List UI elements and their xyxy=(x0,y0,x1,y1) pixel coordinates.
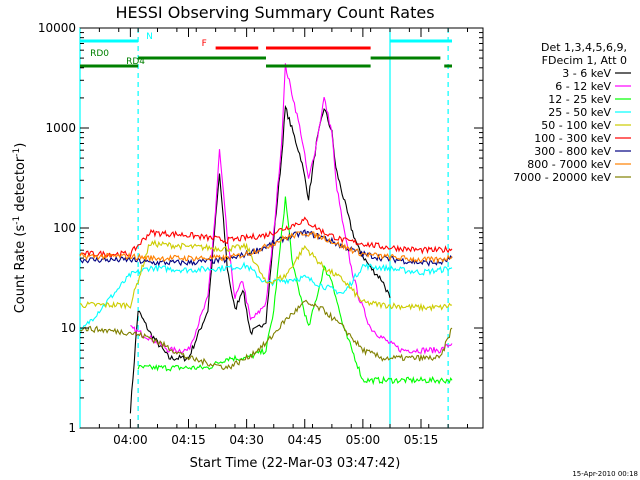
legend-entry-label: 12 - 25 keV xyxy=(548,93,611,106)
legend-entry-label: 25 - 50 keV xyxy=(548,106,611,119)
series-line-0 xyxy=(129,104,391,414)
series-line-6 xyxy=(79,229,453,267)
x-tick-label: 04:45 xyxy=(287,433,322,447)
x-tick-label: 04:00 xyxy=(113,433,148,447)
y-tick-label: 10000 xyxy=(38,21,76,35)
legend-entry-label: 6 - 12 keV xyxy=(555,80,611,93)
y-axis-label: Count Rate (s-1 detector-1) xyxy=(12,143,28,314)
y-tick-label: 10 xyxy=(61,321,76,335)
series-line-4 xyxy=(79,239,453,313)
x-tick-label: 04:15 xyxy=(171,433,206,447)
y-tick-label: 1000 xyxy=(45,121,76,135)
status-bar-label: F xyxy=(202,39,207,49)
legend-entry-label: 50 - 100 keV xyxy=(541,119,611,132)
vertical-markers xyxy=(79,28,449,428)
legend-entry-label: 100 - 300 keV xyxy=(534,132,611,145)
legend-header-line: FDecim 1, Att 0 xyxy=(542,54,627,67)
legend-entry-label: 3 - 6 keV xyxy=(562,67,611,80)
series-line-7 xyxy=(79,231,453,264)
series-line-2 xyxy=(137,196,453,386)
footer-date: 15-Apr-2010 00:18 xyxy=(572,470,638,478)
status-bar-label: N xyxy=(146,32,153,42)
x-tick-label: 05:15 xyxy=(404,433,439,447)
series-line-1 xyxy=(130,63,453,355)
x-tick-label: 05:00 xyxy=(346,433,381,447)
status-bar-label: RD0 xyxy=(90,49,109,59)
legend-entry-label: 300 - 800 keV xyxy=(534,145,611,158)
x-axis: 04:00 04:15 04:30 04:45 05:00 05:15 xyxy=(98,28,468,447)
y-tick-label: 1 xyxy=(68,421,76,435)
series-line-8 xyxy=(79,299,453,371)
status-bars: N F RD0 RD4 xyxy=(80,32,452,68)
series-group xyxy=(79,63,453,414)
x-tick-label: 04:30 xyxy=(229,433,264,447)
y-tick-label: 100 xyxy=(53,221,76,235)
y-axis: 1 10 100 1000 10000 xyxy=(38,21,483,435)
plot-frame xyxy=(79,27,484,429)
legend: Det 1,3,4,5,6,9,FDecim 1, Att 03 - 6 keV… xyxy=(513,41,631,184)
x-axis-label: Start Time (22-Mar-03 03:47:42) xyxy=(190,456,401,471)
chart-title: HESSI Observing Summary Count Rates xyxy=(115,3,434,22)
legend-entry-label: 7000 - 20000 keV xyxy=(513,171,611,184)
legend-entry-label: 800 - 7000 keV xyxy=(527,158,611,171)
legend-header-line: Det 1,3,4,5,6,9, xyxy=(541,41,627,54)
status-bar-label: RD4 xyxy=(126,57,145,67)
series-line-5 xyxy=(79,216,453,259)
